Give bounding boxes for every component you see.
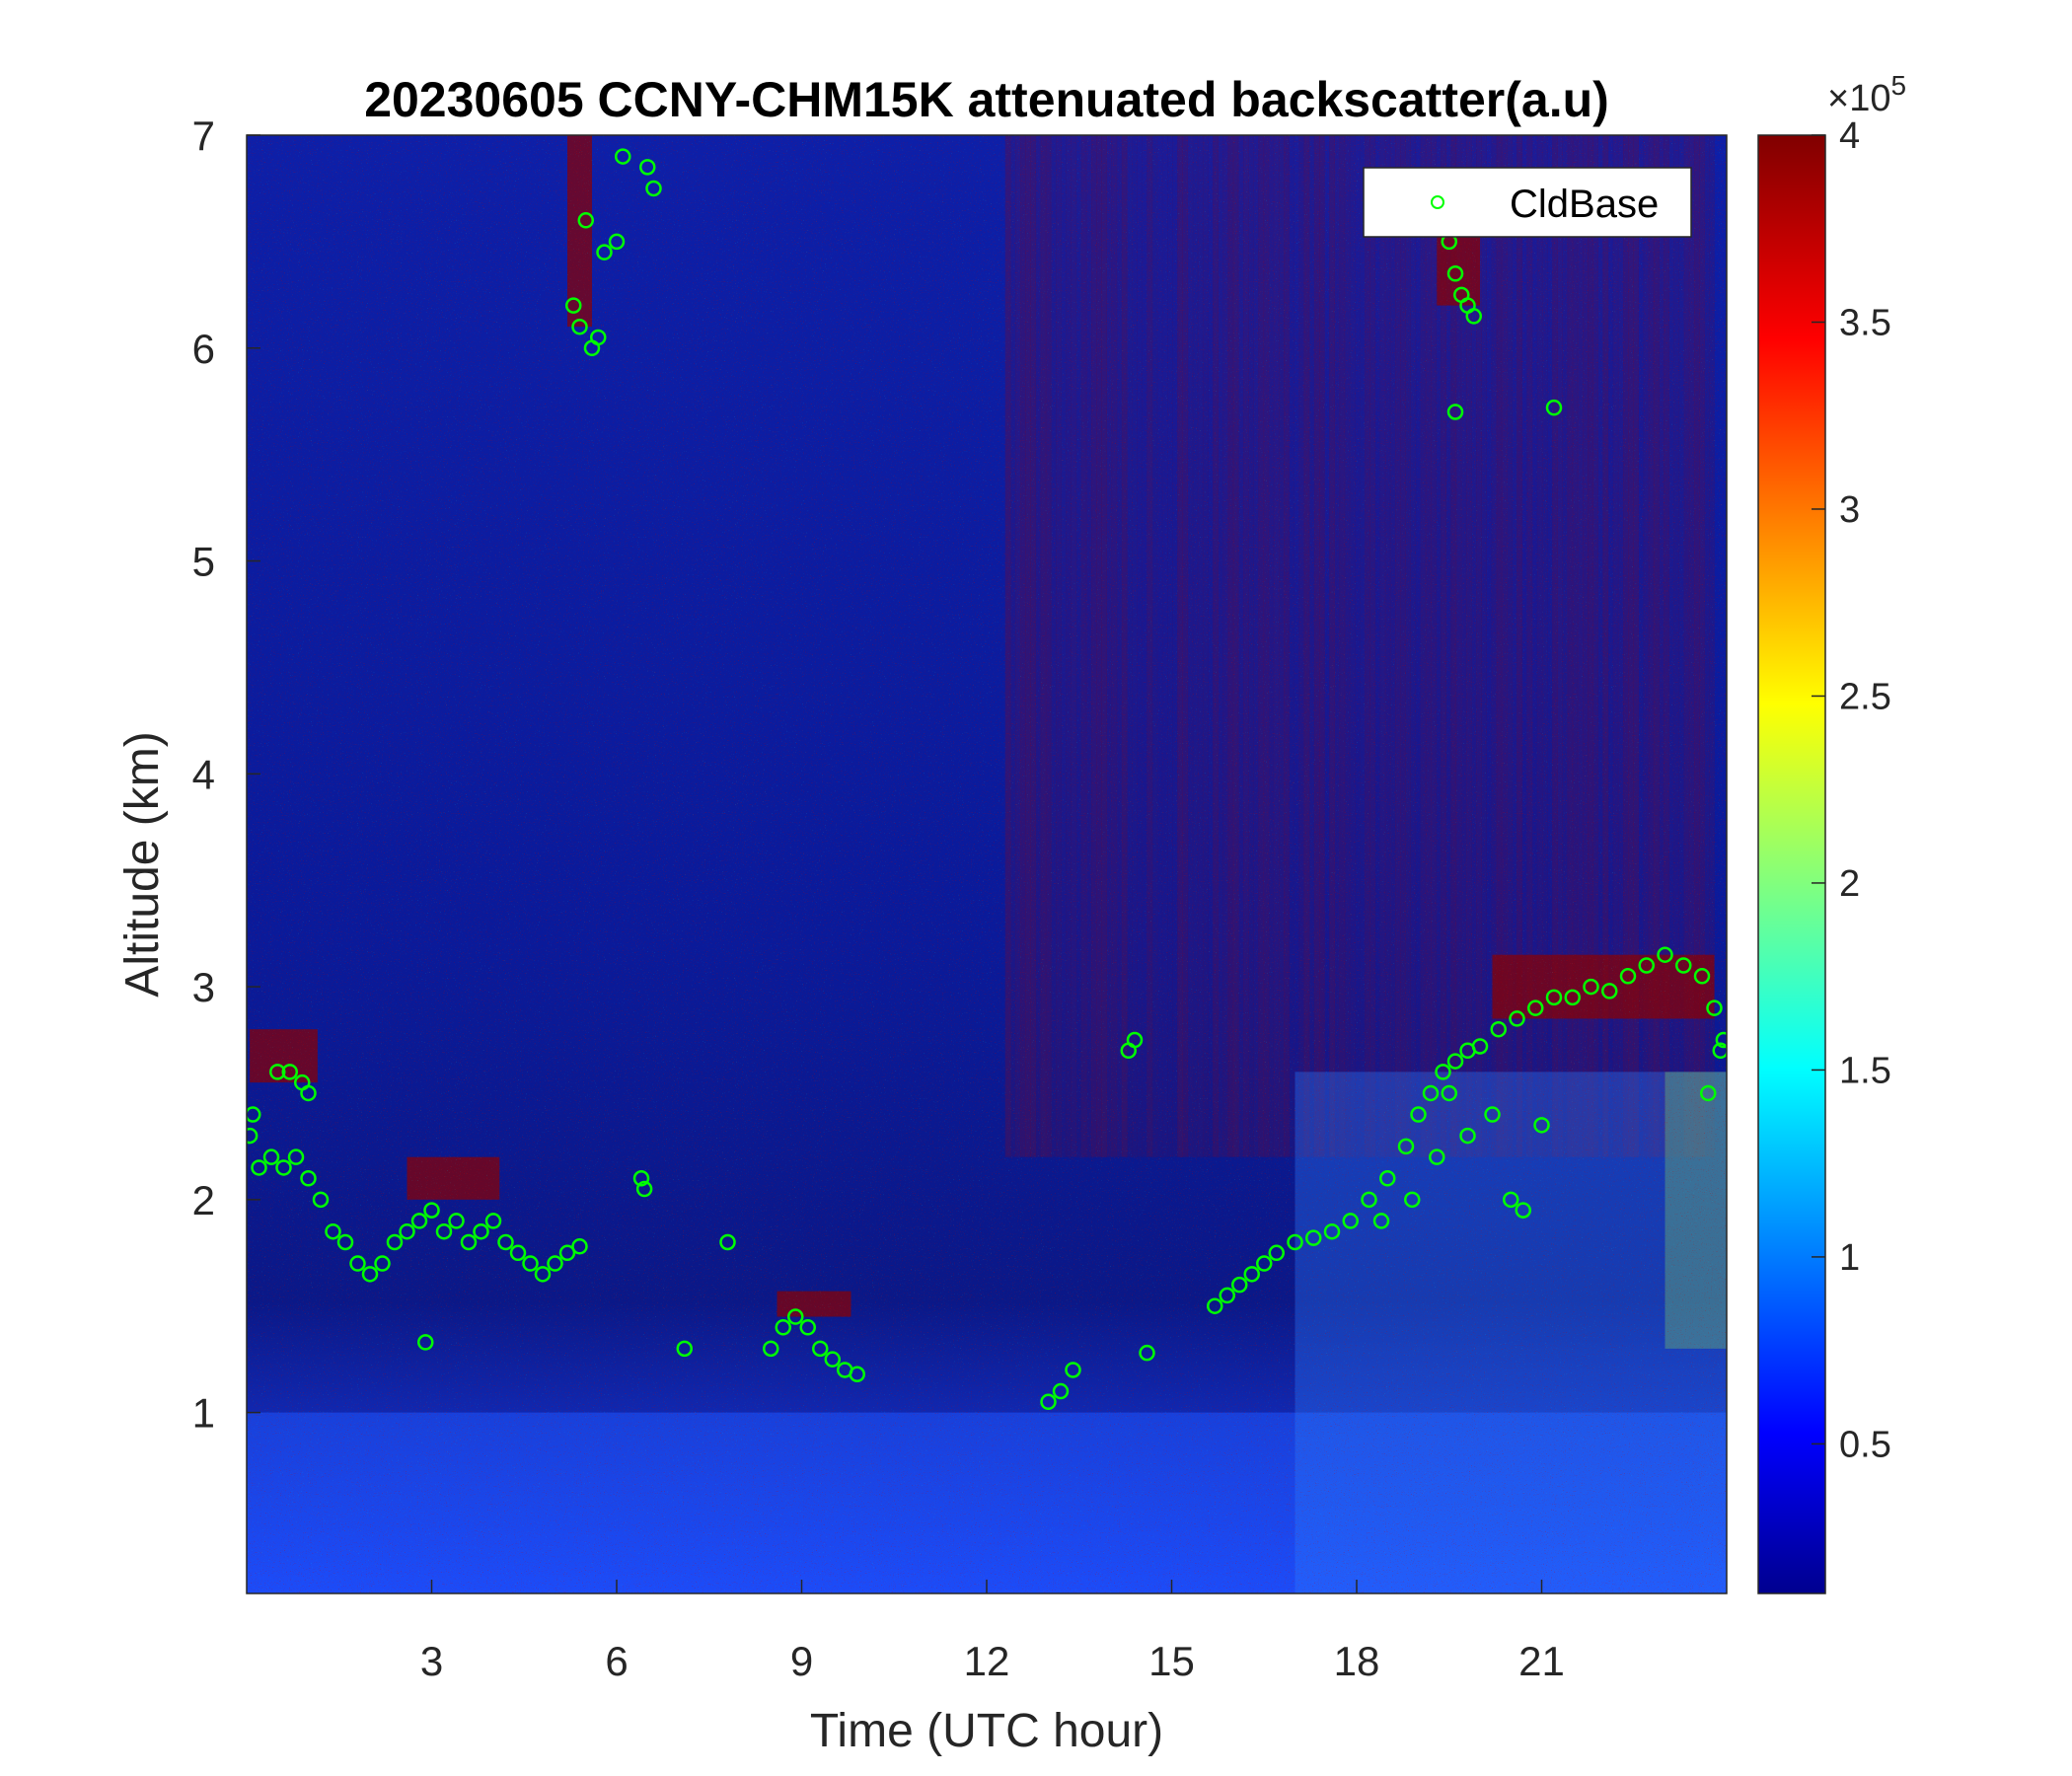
colorbar-tick-label: 3.5 [1839,302,1891,343]
colorbar-tick-label: 1.5 [1839,1050,1891,1091]
x-tick-label: 6 [605,1638,628,1684]
x-axis: 3 6 9 12 15 18 21 [420,1580,1565,1684]
colorbar-tick-label: 0.5 [1839,1424,1891,1465]
chart-title: 20230605 CCNY-CHM15K attenuated backscat… [364,72,1609,127]
x-tick-label: 21 [1518,1638,1565,1684]
y-tick-label: 2 [192,1177,215,1223]
x-tick-label: 3 [420,1638,443,1684]
y-axis-title: Altitude (km) [116,731,169,997]
legend: CldBase [1364,168,1691,237]
x-tick-label: 12 [964,1638,1010,1684]
colorbar-multiplier: ×105 [1827,70,1906,119]
colorbar-tick-label: 4 [1839,115,1860,157]
y-tick-label: 5 [192,539,215,585]
y-tick-label: 7 [192,112,215,159]
colorbar: 0.5 1 1.5 2 2.5 3 3.5 4 ×105 [1758,70,1906,1593]
colorbar-tick-label: 1 [1839,1237,1860,1279]
x-tick-label: 9 [790,1638,813,1684]
plot-area [243,135,1731,1593]
y-tick-label: 6 [192,326,215,372]
y-tick-label: 4 [192,751,215,797]
colorbar-gradient [1758,135,1825,1593]
y-tick-label: 3 [192,964,215,1010]
colorbar-tick-label: 3 [1839,489,1860,531]
x-tick-label: 18 [1334,1638,1380,1684]
y-tick-label: 1 [192,1390,215,1437]
legend-entry-cldbase: CldBase [1510,183,1659,226]
x-tick-label: 15 [1148,1638,1195,1684]
colorbar-tick-label: 2 [1839,863,1860,905]
colorbar-tick-label: 2.5 [1839,676,1891,717]
heatmap-noise-cyan [247,135,1727,1593]
x-axis-title: Time (UTC hour) [810,1705,1163,1757]
